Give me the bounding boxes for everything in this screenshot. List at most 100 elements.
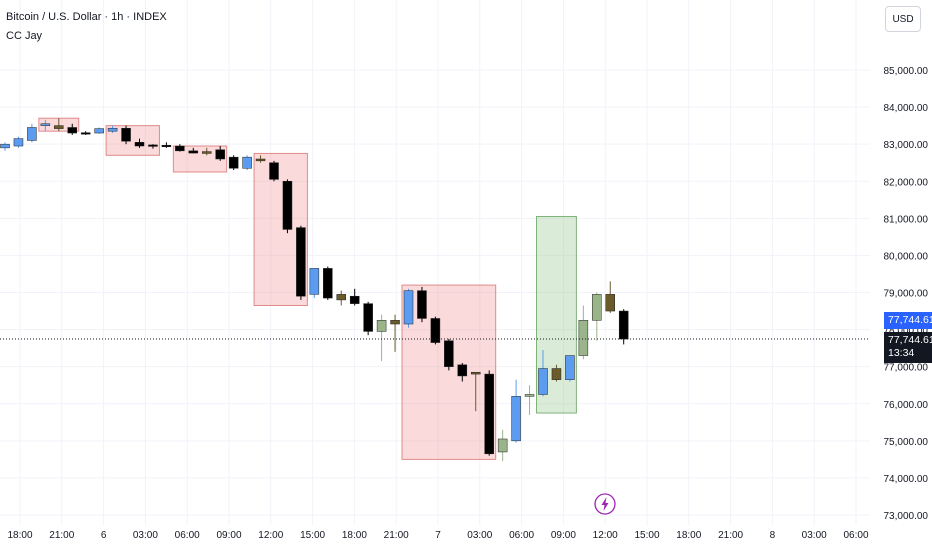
x-axis[interactable]: 18:00 21:00 6 03:00 06:00 09:00 12:00 15:00 18:0… (7, 530, 868, 541)
candle (134, 138, 145, 148)
candle-body (54, 125, 64, 129)
x-tick-label: 06:00 (509, 530, 534, 541)
candle (578, 305, 589, 360)
candle-body (578, 320, 589, 356)
x-tick-label: 18:00 (342, 530, 367, 541)
candle (349, 288, 360, 306)
x-tick-label: 09:00 (216, 530, 241, 541)
candle-body (430, 318, 441, 343)
candle (390, 314, 400, 352)
candle-body (592, 294, 602, 321)
candle (296, 225, 306, 300)
candle (0, 142, 10, 151)
candle (444, 338, 454, 371)
candle-body (94, 128, 104, 134)
candle-body (80, 132, 91, 135)
candle (215, 146, 225, 161)
y-tick-label: 80,000.00 (884, 251, 929, 262)
candle (417, 286, 427, 323)
candle (255, 155, 266, 163)
y-tick-label: 83,000.00 (884, 140, 929, 151)
y-tick-label: 78,000.00 (884, 326, 929, 337)
candle-body (202, 151, 212, 154)
x-tick-label: 12:00 (258, 530, 283, 541)
candle-body (524, 394, 535, 397)
candle-body (269, 162, 279, 180)
x-tick-label: 03:00 (133, 530, 158, 541)
candle (269, 160, 279, 182)
candle-body (484, 373, 494, 455)
x-tick-label: 7 (435, 530, 441, 541)
x-tick-label: 6 (101, 530, 107, 541)
candle-body (134, 142, 145, 147)
candle (565, 355, 575, 382)
candle-body (255, 158, 266, 162)
candle (511, 379, 521, 443)
candle (430, 316, 441, 345)
candle (188, 147, 199, 154)
candle-body (188, 150, 199, 154)
y-tick-label: 74,000.00 (884, 474, 929, 485)
candle (107, 125, 118, 134)
candle-body (175, 145, 185, 152)
candle-body (282, 181, 293, 230)
candle (605, 281, 615, 313)
candle-body (242, 156, 252, 169)
x-tick-label: 15:00 (300, 530, 325, 541)
candle (202, 147, 212, 156)
candle (484, 370, 494, 456)
candle-body (296, 227, 306, 297)
symbol-title[interactable]: Bitcoin / U.S. Dollar · 1h · INDEX (6, 11, 167, 23)
x-tick-label: 21:00 (718, 530, 743, 541)
candle-body (215, 149, 225, 160)
indicator-label[interactable]: CC Jay (6, 30, 43, 42)
candle (228, 155, 239, 171)
x-tick-label: 06:00 (175, 530, 200, 541)
y-tick-label: 75,000.00 (884, 437, 929, 448)
y-axis[interactable]: 73,000.00 74,000.00 75,000.00 76,000.00 77,0… (884, 66, 929, 522)
candle (592, 292, 602, 341)
candle-body (323, 268, 333, 299)
candle (376, 314, 387, 362)
candle-body (336, 294, 346, 301)
candle (497, 429, 508, 462)
x-tick-label: 15:00 (634, 530, 659, 541)
candle (175, 144, 185, 152)
candle-body (417, 290, 427, 319)
candle-body (376, 320, 387, 332)
candle (161, 142, 172, 148)
candle (618, 309, 629, 345)
y-tick-label: 76,000.00 (884, 400, 929, 411)
candle-body (605, 294, 615, 312)
candle-body (27, 127, 37, 141)
candle (67, 123, 77, 135)
y-tick-label: 77,000.00 (884, 363, 929, 374)
last-price-tag-black: 77,744.61 13:34 (884, 332, 932, 363)
candle-body (121, 127, 131, 142)
currency-button[interactable]: USD (885, 6, 921, 32)
zones (38, 117, 577, 460)
candle (309, 268, 320, 299)
candle-body (349, 295, 360, 304)
x-tick-label: 03:00 (467, 530, 492, 541)
candle-body (148, 144, 158, 147)
y-tick-label: 85,000.00 (884, 66, 929, 77)
candle-body (161, 145, 172, 148)
candle-body (444, 340, 454, 367)
y-tick-label: 73,000.00 (884, 511, 929, 522)
candle (471, 371, 481, 412)
candle (13, 136, 24, 148)
candle-body (471, 371, 481, 375)
x-tick-label: 12:00 (593, 530, 618, 541)
candle (336, 290, 346, 306)
y-tick-label: 81,000.00 (884, 214, 929, 225)
candle (54, 118, 64, 132)
candle (148, 144, 158, 149)
x-tick-label: 18:00 (676, 530, 701, 541)
candle (94, 127, 104, 134)
x-tick-label: 06:00 (843, 530, 868, 541)
x-tick-label: 18:00 (7, 530, 32, 541)
candle-body (457, 364, 468, 377)
lightning-bolt-icon[interactable] (594, 493, 616, 515)
